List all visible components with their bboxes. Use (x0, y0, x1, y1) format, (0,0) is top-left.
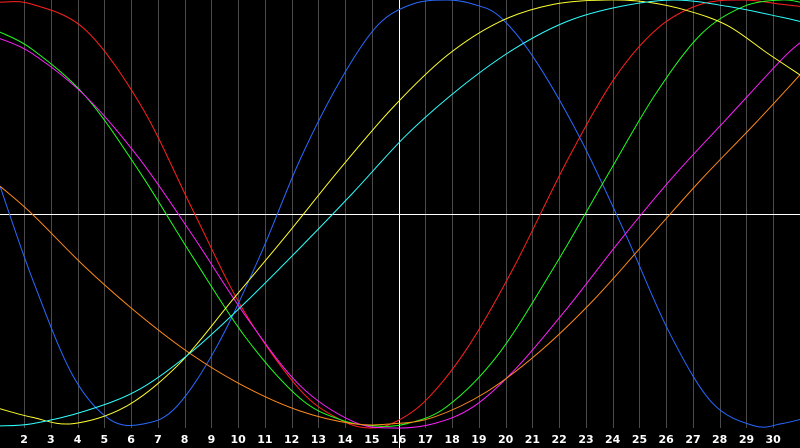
series-line-4 (0, 38, 800, 429)
x-tick-label: 17 (418, 433, 433, 446)
x-tick-label: 4 (74, 433, 82, 446)
x-tick-label: 26 (659, 433, 675, 446)
x-tick-labels: 2 3 4 5 6 7 8 9 10 11 12 13 14 15 16 17 18 19 20 21 22 23 24 25… (20, 433, 781, 446)
x-tick-label: 2 (20, 433, 28, 446)
x-tick-label: 5 (100, 433, 108, 446)
x-tick-label: 22 (552, 433, 567, 446)
x-tick-label: 7 (154, 433, 162, 446)
series-line-2 (0, 0, 800, 428)
x-tick-label: 9 (208, 433, 216, 446)
x-tick-label: 25 (632, 433, 647, 446)
x-tick-label: 27 (685, 433, 700, 446)
x-tick-label: 28 (712, 433, 727, 446)
x-tick-label: 3 (47, 433, 55, 446)
series-line-3 (0, 0, 800, 427)
series-line-7 (0, 0, 800, 427)
x-tick-label: 20 (498, 433, 514, 446)
x-tick-label: 15 (364, 433, 379, 446)
x-tick-label: 11 (257, 433, 272, 446)
x-tick-label: 21 (525, 433, 540, 446)
x-tick-label: 18 (445, 433, 460, 446)
series-line-5 (0, 74, 800, 426)
x-tick-label: 24 (605, 433, 621, 446)
series-line-1 (0, 0, 800, 429)
x-tick-label: 13 (311, 433, 326, 446)
x-tick-label: 19 (471, 433, 486, 446)
x-tick-label: 8 (181, 433, 189, 446)
x-tick-label: 12 (284, 433, 299, 446)
x-tick-label: 10 (230, 433, 246, 446)
series-group (0, 0, 800, 429)
x-tick-label: 6 (127, 433, 135, 446)
x-tick-label: 23 (578, 433, 593, 446)
x-tick-label: 16 (391, 433, 407, 446)
series-line-6 (0, 0, 800, 425)
x-tick-label: 14 (338, 433, 354, 446)
x-tick-label: 29 (739, 433, 754, 446)
x-tick-label: 30 (766, 433, 782, 446)
